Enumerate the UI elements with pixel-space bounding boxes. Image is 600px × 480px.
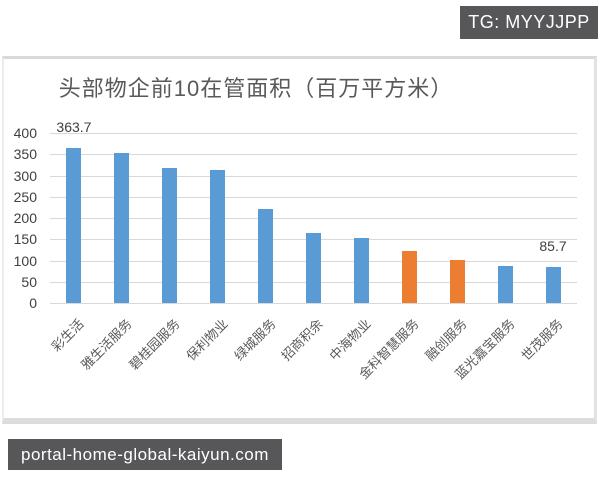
gridline xyxy=(50,175,577,177)
bar xyxy=(66,148,82,303)
x-axis-label-cell: 保利物业 xyxy=(183,311,242,418)
bar xyxy=(449,260,465,303)
bar-cell xyxy=(194,133,242,303)
x-axis-label-cell: 金科智慧服务 xyxy=(356,311,433,418)
gridline xyxy=(50,303,577,304)
y-axis-tick-label: 300 xyxy=(13,167,37,184)
y-axis-tick-label: 350 xyxy=(13,146,37,163)
bar xyxy=(210,169,226,303)
bar-cell xyxy=(98,133,146,303)
site-watermark: portal-home-global-kaiyun.com xyxy=(8,439,282,470)
bar xyxy=(497,265,513,303)
gridline xyxy=(50,218,577,219)
gridline xyxy=(50,196,577,198)
bar-cell xyxy=(337,133,385,303)
bar xyxy=(353,237,369,303)
bar-cell xyxy=(433,133,481,303)
bar-cell: 85.7 xyxy=(529,133,577,303)
x-axis-label-cell: 世茂服务 xyxy=(518,311,577,418)
y-axis-tick-label: 100 xyxy=(13,252,37,269)
x-axis-label-cell: 碧桂园服务 xyxy=(126,311,194,418)
bar-cell: 363.7 xyxy=(50,119,98,303)
bar xyxy=(545,266,561,303)
bar xyxy=(258,208,274,303)
bar-series: 363.7 85.7 xyxy=(50,119,577,303)
bar-value-label: 363.7 xyxy=(56,119,92,136)
y-axis-tick-label: 250 xyxy=(13,188,37,205)
x-axis-labels: 彩生活 雅生活服务 碧桂园服务 保利物业 绿城服务 招商积余 中海物业 金科智慧服务 融创服务蓝… xyxy=(48,311,577,418)
gridline xyxy=(50,154,577,156)
bar-cell xyxy=(290,133,338,303)
bar-cell xyxy=(481,133,529,303)
y-axis-tick-label: 150 xyxy=(13,231,37,248)
x-axis-label-cell: 绿城服务 xyxy=(231,311,290,418)
y-axis-tick-label: 0 xyxy=(29,295,37,311)
bar xyxy=(305,232,321,303)
y-axis: 0 50 100 150 200 250 300 350 400 xyxy=(4,59,44,418)
gridline xyxy=(50,133,577,134)
category-label: 彩生活 xyxy=(48,316,87,355)
y-axis-tick-label: 200 xyxy=(13,210,37,226)
bar-value-label: 85.7 xyxy=(539,237,567,254)
bar xyxy=(401,250,417,303)
chart-panel: 头部物企前10在管面积（百万平方米） 0 50 100 150 200 250 300 350… xyxy=(2,56,597,424)
y-axis-tick-label: 50 xyxy=(21,273,37,290)
tg-watermark-badge: TG: MYYJJPP xyxy=(460,6,598,39)
x-axis-label-cell: 蓝光嘉宝服务 xyxy=(452,311,529,418)
bar-cell xyxy=(242,133,290,303)
bar xyxy=(162,167,178,303)
bar-cell xyxy=(385,133,433,303)
chart-title: 头部物企前10在管面积（百万平方米） xyxy=(58,76,454,101)
bar-cell xyxy=(146,133,194,303)
bar xyxy=(114,153,130,303)
x-axis-label-cell: 招商积余 xyxy=(279,311,338,418)
y-axis-tick-label: 400 xyxy=(13,125,37,141)
